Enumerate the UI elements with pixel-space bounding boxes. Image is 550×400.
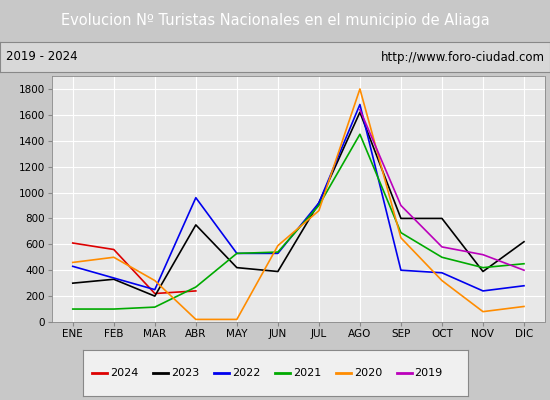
Text: 2022: 2022 (232, 368, 260, 378)
Text: Evolucion Nº Turistas Nacionales en el municipio de Aliaga: Evolucion Nº Turistas Nacionales en el m… (60, 14, 490, 28)
Text: 2024: 2024 (110, 368, 138, 378)
Text: 2023: 2023 (170, 368, 199, 378)
Text: http://www.foro-ciudad.com: http://www.foro-ciudad.com (381, 50, 544, 64)
Text: 2019: 2019 (415, 368, 443, 378)
Text: 2021: 2021 (293, 368, 321, 378)
Text: 2019 - 2024: 2019 - 2024 (6, 50, 77, 64)
Text: 2020: 2020 (354, 368, 382, 378)
